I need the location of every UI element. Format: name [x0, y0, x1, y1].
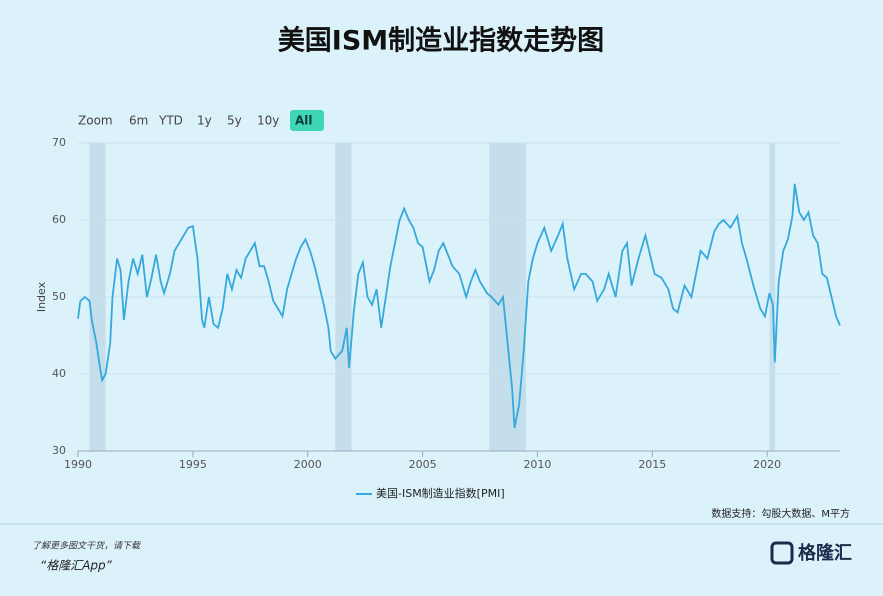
- y-tick-label: 70: [52, 136, 66, 149]
- x-tick-label: 2005: [409, 458, 437, 471]
- footer-note: 了解更多图文干货，请下载: [32, 541, 141, 552]
- y-tick-label: 30: [52, 444, 66, 457]
- range-button[interactable]: 6m: [129, 114, 148, 128]
- range-button[interactable]: All: [295, 114, 313, 128]
- footer-app: “格隆汇App”: [40, 559, 113, 573]
- chart-title: 美国ISM制造业指数走势图: [278, 25, 604, 57]
- x-tick-label: 2020: [753, 458, 781, 471]
- y-tick-label: 50: [52, 290, 66, 303]
- data-line: [77, 183, 841, 429]
- range-button[interactable]: 10y: [257, 114, 279, 128]
- range-button[interactable]: YTD: [158, 114, 183, 128]
- x-tick-label: 1990: [64, 458, 92, 471]
- y-tick-label: 40: [52, 367, 66, 380]
- zoom-label: Zoom: [78, 114, 113, 128]
- source: 数据支持：勾股大数据、M平方: [711, 507, 850, 520]
- range-button[interactable]: 5y: [227, 114, 242, 128]
- brand: 格隆汇: [798, 542, 852, 564]
- legend-label[interactable]: 美国-ISM制造业指数[PMI]: [376, 486, 505, 500]
- x-tick-label: 2000: [294, 458, 322, 471]
- brand-logo: [770, 541, 794, 565]
- range-button-bg: [290, 110, 324, 131]
- y-tick-label: 60: [52, 213, 66, 226]
- x-tick-label: 1995: [179, 458, 207, 471]
- y-axis-label: Index: [35, 281, 48, 312]
- x-tick-label: 2015: [638, 458, 666, 471]
- range-button[interactable]: 1y: [197, 114, 212, 128]
- x-tick-label: 2010: [523, 458, 551, 471]
